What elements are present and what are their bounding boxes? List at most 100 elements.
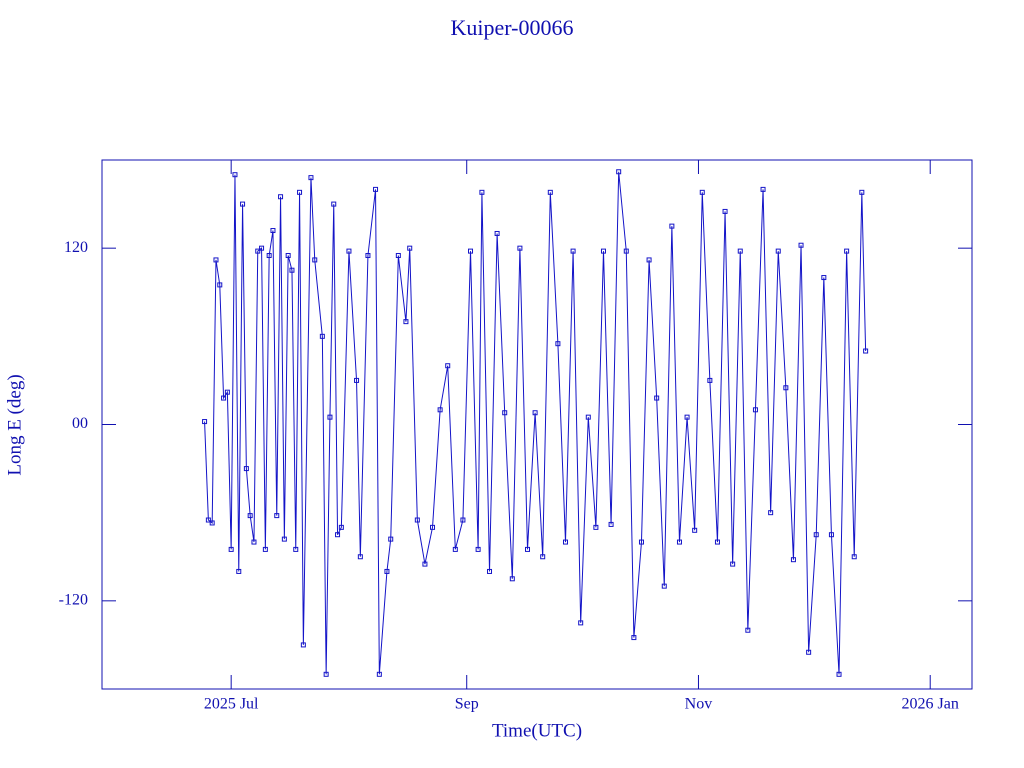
data-point bbox=[722, 208, 728, 214]
data-point bbox=[224, 389, 230, 395]
data-point bbox=[327, 414, 333, 420]
chart-title: Kuiper-00066 bbox=[451, 15, 574, 40]
data-point bbox=[547, 189, 553, 195]
data-point bbox=[285, 253, 291, 259]
data-point bbox=[638, 539, 644, 545]
data-point bbox=[768, 510, 774, 516]
data-point bbox=[270, 228, 276, 234]
data-point bbox=[646, 257, 652, 263]
data-point bbox=[631, 635, 637, 641]
data-point bbox=[737, 248, 743, 254]
data-point bbox=[806, 649, 812, 655]
data-point bbox=[388, 536, 394, 542]
x-tick-label: Sep bbox=[455, 696, 479, 713]
y-tick-label: 120 bbox=[64, 239, 88, 256]
data-point bbox=[730, 561, 736, 567]
data-point bbox=[836, 671, 842, 677]
data-point bbox=[247, 513, 253, 519]
y-tick-label: 00 bbox=[72, 415, 88, 432]
data-point bbox=[422, 561, 428, 567]
data-point bbox=[297, 189, 303, 195]
data-point bbox=[403, 319, 409, 325]
data-point bbox=[570, 248, 576, 254]
data-point bbox=[790, 557, 796, 563]
data-line bbox=[204, 171, 867, 675]
data-point bbox=[585, 414, 591, 420]
data-point bbox=[783, 385, 789, 391]
data-point bbox=[821, 275, 827, 281]
data-point bbox=[338, 524, 344, 530]
data-point bbox=[274, 513, 280, 519]
data-point bbox=[468, 248, 474, 254]
data-point bbox=[509, 576, 515, 582]
data-point bbox=[376, 671, 382, 677]
data-point bbox=[760, 186, 766, 192]
data-point bbox=[479, 189, 485, 195]
data-point bbox=[684, 414, 690, 420]
data-point bbox=[654, 395, 660, 401]
data-point bbox=[278, 194, 284, 200]
data-point bbox=[395, 253, 401, 259]
data-point bbox=[475, 546, 481, 552]
y-tick-label: -120 bbox=[59, 592, 88, 609]
data-point bbox=[437, 407, 443, 413]
data-point bbox=[308, 175, 314, 181]
x-tick-label: 2026 Jan bbox=[902, 696, 959, 713]
data-point bbox=[266, 253, 272, 259]
data-point bbox=[525, 546, 531, 552]
data-point bbox=[517, 245, 523, 251]
data-point bbox=[562, 539, 568, 545]
data-point bbox=[775, 248, 781, 254]
data-point bbox=[445, 363, 451, 369]
data-point bbox=[335, 532, 341, 538]
data-point bbox=[707, 377, 713, 383]
data-point bbox=[714, 539, 720, 545]
data-point bbox=[243, 466, 249, 472]
data-point bbox=[851, 554, 857, 560]
data-point bbox=[555, 341, 561, 347]
data-point bbox=[752, 407, 758, 413]
data-point bbox=[259, 245, 265, 251]
data-point bbox=[487, 568, 493, 574]
data-point bbox=[357, 554, 363, 560]
data-point bbox=[289, 267, 295, 273]
data-point bbox=[502, 410, 508, 416]
y-axis-label: Long E (deg) bbox=[4, 374, 25, 475]
data-point bbox=[331, 201, 337, 207]
data-point bbox=[828, 532, 834, 538]
data-point bbox=[251, 539, 257, 545]
data-point bbox=[540, 554, 546, 560]
data-point bbox=[460, 517, 466, 523]
data-point bbox=[232, 172, 238, 178]
data-point bbox=[209, 520, 215, 526]
data-point bbox=[669, 223, 675, 229]
data-point bbox=[616, 169, 622, 175]
data-point bbox=[262, 546, 268, 552]
data-point bbox=[745, 627, 751, 633]
data-point bbox=[300, 642, 306, 648]
data-point bbox=[323, 671, 329, 677]
x-axis-label: Time(UTC) bbox=[492, 720, 582, 741]
data-point bbox=[414, 517, 420, 523]
data-point bbox=[600, 248, 606, 254]
data-point bbox=[346, 248, 352, 254]
data-point bbox=[623, 248, 629, 254]
data-point bbox=[293, 546, 299, 552]
data-point bbox=[365, 253, 371, 259]
data-point bbox=[676, 539, 682, 545]
data-point bbox=[373, 186, 379, 192]
data-point bbox=[236, 568, 242, 574]
data-point bbox=[384, 568, 390, 574]
data-point bbox=[692, 527, 698, 533]
data-point bbox=[532, 410, 538, 416]
data-point bbox=[813, 532, 819, 538]
data-point bbox=[844, 248, 850, 254]
data-point bbox=[228, 546, 234, 552]
x-tick-label: Nov bbox=[685, 696, 713, 713]
data-point bbox=[578, 620, 584, 626]
data-point bbox=[798, 242, 804, 248]
data-point bbox=[452, 546, 458, 552]
data-point bbox=[494, 230, 500, 236]
